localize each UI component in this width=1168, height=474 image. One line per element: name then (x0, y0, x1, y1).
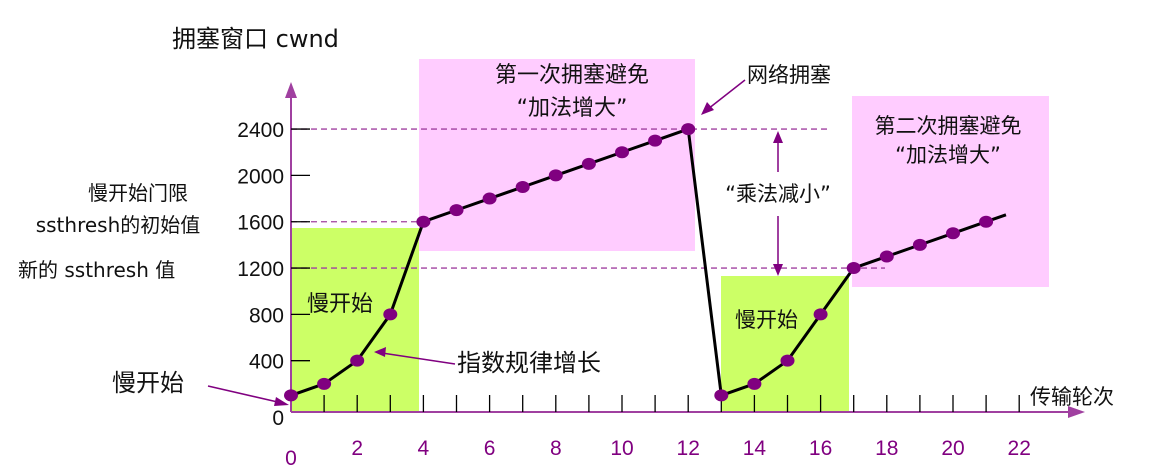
congestion-label: 网络拥塞 (747, 63, 831, 87)
x-tick-label: 6 (484, 437, 496, 460)
x-tick-label: 20 (941, 437, 964, 460)
reference-lines (291, 128, 885, 269)
region-2 (419, 59, 695, 251)
x-tick-label: 18 (875, 437, 898, 460)
data-point (449, 204, 464, 217)
ssthresh-initial-label-line2: ssthresh的初始值 (36, 213, 201, 237)
ssthresh-initial-label-line1: 慢开始门限 (88, 181, 188, 205)
exponential-growth-label: 指数规律增长 (457, 349, 601, 377)
data-point (350, 354, 365, 367)
y-tick-label: 2400 (237, 119, 284, 142)
data-point (747, 377, 762, 390)
x-tick-label: 10 (610, 437, 633, 460)
data-point (317, 377, 332, 390)
ssthresh-new-label: 新的 ssthresh 值 (18, 258, 175, 282)
data-point (681, 123, 696, 136)
data-point (813, 308, 828, 321)
ca2-label-line1: 第二次拥塞避免 (875, 114, 1022, 138)
data-point (416, 215, 431, 228)
x-tick-label: 12 (677, 437, 700, 460)
y-tick-label: 1600 (237, 212, 284, 235)
y-tick-label: 0 (272, 407, 284, 430)
x-tick-label: 0 (285, 447, 297, 470)
x-tick-label: 16 (809, 437, 832, 460)
region-1 (291, 228, 419, 412)
ca2-label-line2: “加法增大” (895, 143, 1001, 167)
slow-start-label-1: 慢开始 (307, 292, 373, 317)
slow-start-outer-label: 慢开始 (112, 369, 184, 397)
x-tick-label: 4 (418, 437, 430, 460)
data-point (714, 389, 729, 402)
data-point (879, 250, 894, 263)
regions (291, 59, 1049, 412)
x-axis-title: 传输轮次 (1030, 385, 1114, 409)
data-point (946, 227, 960, 240)
y-tick-label: 800 (249, 304, 284, 327)
data-point (515, 180, 530, 193)
data-point (846, 262, 861, 275)
x-tick-label: 8 (550, 437, 562, 460)
ca1-label-line2: “加法增大” (517, 96, 628, 121)
y-tick-label: 2000 (237, 165, 284, 188)
x-tick-label: 2 (351, 437, 363, 460)
data-point (581, 157, 596, 170)
data-point (912, 238, 927, 251)
data-point (780, 354, 795, 367)
slow-start-label-2: 慢开始 (735, 308, 798, 332)
arrow-head-icon (701, 102, 714, 115)
x-tick-label: 22 (1008, 437, 1031, 460)
data-points (284, 123, 994, 402)
data-point (648, 134, 663, 147)
y-axis-arrow-icon (285, 82, 297, 98)
arrow-head-icon (374, 347, 386, 357)
x-axis-arrow-icon (1068, 406, 1085, 418)
data-point (548, 169, 563, 182)
arrow-down-icon (773, 264, 783, 276)
arrow-up-icon (773, 131, 783, 143)
x-tick-label: 14 (743, 437, 767, 460)
data-point (615, 146, 629, 159)
y-tick-label: 400 (249, 351, 284, 374)
arrow-head-icon (274, 397, 289, 406)
multiplicative-decrease-label: “乘法减小” (725, 182, 831, 206)
data-point (482, 192, 497, 205)
annotation-arrows (207, 79, 783, 406)
region-3 (721, 276, 849, 412)
axes (285, 82, 1085, 418)
data-point (979, 215, 994, 228)
data-point (284, 389, 298, 402)
ca1-label-line1: 第一次拥塞避免 (495, 63, 649, 88)
x-ticks: 0 2 4 6 8 10 12 14 16 18 20 22 (285, 395, 1031, 470)
y-axis-title: 拥塞窗口 cwnd (172, 25, 339, 53)
y-ticks: 0 400 800 1200 1600 2000 2400 (237, 119, 310, 430)
data-point (383, 308, 398, 321)
y-tick-label: 1200 (237, 258, 284, 281)
